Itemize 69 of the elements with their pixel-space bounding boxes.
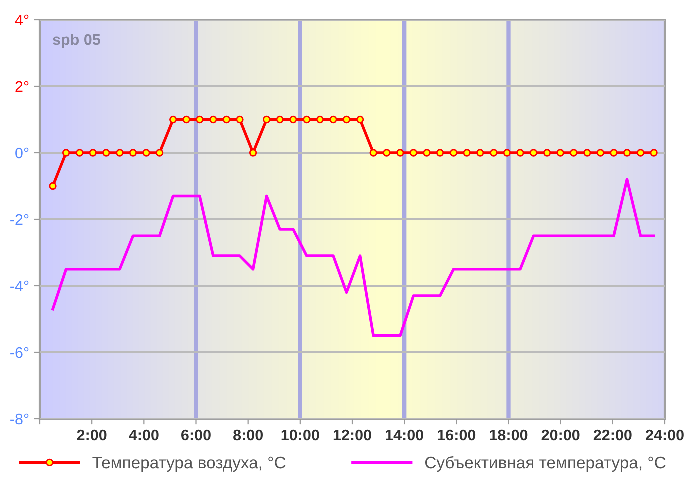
point — [356, 116, 364, 124]
point — [650, 149, 658, 157]
point — [623, 149, 632, 157]
x-tick-label: 24:00 — [646, 430, 684, 441]
x-tick-label: 6:00 — [182, 430, 211, 441]
annotation: spb 05 — [53, 34, 100, 48]
point — [584, 149, 592, 157]
point — [129, 149, 138, 157]
point — [396, 149, 404, 157]
point — [316, 116, 324, 124]
point — [530, 149, 538, 157]
point — [290, 116, 298, 124]
point — [410, 149, 418, 157]
point — [570, 149, 578, 157]
line-series — [52, 178, 656, 338]
point — [423, 149, 431, 157]
point — [556, 149, 564, 157]
y-tick-label: 0° — [16, 148, 29, 159]
legend-label: Температура воздуха, °C — [92, 456, 286, 472]
point — [342, 116, 351, 124]
x-tick-label: 8:00 — [234, 430, 263, 441]
y-tick-label: -8° — [10, 414, 29, 425]
legend-label: Субъективная температура, °C — [425, 456, 666, 472]
point — [610, 149, 618, 157]
point — [596, 149, 604, 157]
x-tick-label: 10:00 — [282, 430, 320, 441]
point — [62, 149, 70, 157]
point — [436, 149, 444, 157]
x-tick-label: 16:00 — [438, 430, 476, 441]
point — [182, 116, 190, 124]
point — [330, 116, 338, 124]
point — [116, 149, 124, 157]
y-tick-label: -6° — [10, 347, 29, 358]
point — [236, 116, 244, 124]
point — [490, 149, 498, 157]
point — [383, 149, 391, 157]
x-tick-label: 20:00 — [542, 430, 580, 441]
point — [76, 149, 84, 157]
point — [249, 149, 258, 157]
y-tick-label: -2° — [10, 214, 29, 226]
point — [196, 116, 204, 124]
point — [142, 149, 150, 157]
point — [263, 116, 271, 124]
point — [156, 149, 164, 157]
x-tick-label: 12:00 — [334, 430, 372, 441]
point — [370, 149, 378, 157]
y-tick-label: 2° — [16, 81, 29, 92]
point — [543, 149, 552, 157]
x-tick-label: 2:00 — [77, 430, 107, 441]
y-tick-label: -4° — [10, 280, 29, 292]
point — [102, 149, 110, 157]
point — [476, 149, 484, 157]
point — [89, 149, 97, 157]
x-tick-label: 22:00 — [594, 430, 632, 441]
x-tick-label: 4:00 — [129, 430, 159, 441]
point — [222, 116, 231, 124]
x-tick-label: 18:00 — [490, 430, 528, 441]
point — [49, 182, 57, 190]
point — [170, 116, 178, 124]
point — [303, 116, 311, 124]
point — [503, 149, 512, 157]
y-tick-label: 4° — [15, 14, 29, 26]
point — [450, 149, 458, 157]
point — [516, 149, 524, 157]
point — [636, 149, 645, 157]
point — [210, 116, 218, 124]
point — [276, 116, 284, 124]
point — [463, 149, 471, 157]
x-tick-label: 14:00 — [386, 430, 424, 441]
